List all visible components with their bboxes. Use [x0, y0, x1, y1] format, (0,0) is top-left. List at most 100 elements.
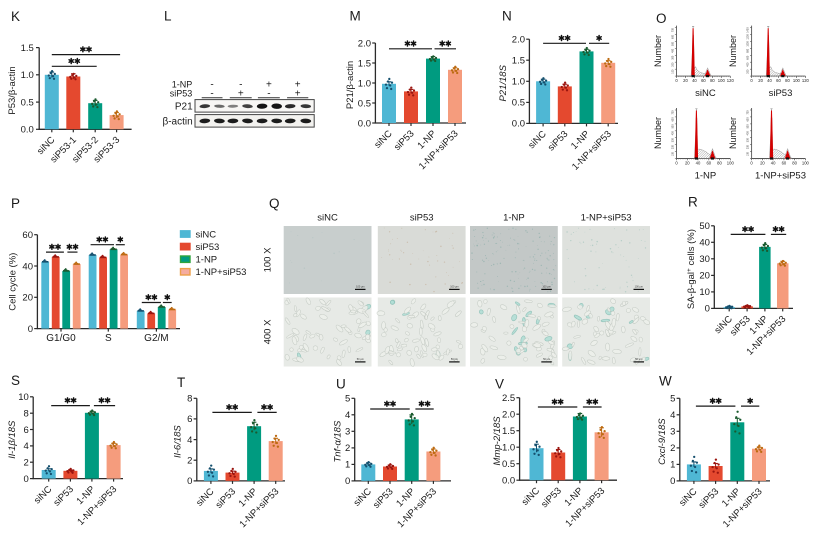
svg-text:O: O: [656, 11, 667, 26]
svg-text:P21: P21: [175, 102, 193, 113]
svg-text:Number: Number: [728, 35, 738, 67]
svg-text:10: 10: [699, 287, 710, 298]
svg-text:200: 200: [747, 69, 750, 74]
svg-text:120: 120: [727, 78, 735, 83]
svg-text:700: 700: [672, 27, 675, 32]
svg-text:200: 200: [672, 144, 675, 149]
svg-text:8: 8: [187, 394, 192, 405]
svg-text:1200: 1200: [747, 34, 750, 40]
svg-text:6: 6: [187, 414, 192, 425]
svg-text:6: 6: [24, 425, 29, 436]
svg-text:0: 0: [675, 160, 678, 165]
svg-text:T: T: [177, 375, 185, 390]
svg-text:+: +: [238, 89, 244, 100]
svg-text:500: 500: [672, 124, 675, 129]
svg-text:300: 300: [672, 138, 675, 143]
svg-text:60: 60: [22, 230, 33, 241]
svg-text:2: 2: [187, 456, 192, 467]
svg-text:100 μm: 100 μm: [542, 286, 550, 289]
svg-text:100: 100: [672, 151, 675, 156]
svg-text:100 μm: 100 μm: [635, 286, 643, 289]
svg-text:1.5: 1.5: [358, 58, 371, 69]
svg-text:1.0: 1.0: [512, 77, 525, 88]
svg-text:100: 100: [672, 69, 675, 74]
svg-text:Number: Number: [653, 35, 663, 67]
svg-text:S: S: [105, 333, 112, 344]
svg-text:50 μm: 50 μm: [451, 358, 458, 361]
svg-text:40: 40: [696, 160, 701, 165]
svg-text:Mmp-2/18S: Mmp-2/18S: [492, 416, 503, 466]
svg-text:1-NP: 1-NP: [695, 170, 717, 181]
svg-text:+: +: [295, 80, 301, 91]
svg-text:1400: 1400: [747, 27, 750, 33]
svg-text:40: 40: [699, 238, 710, 249]
svg-text:1.5: 1.5: [512, 56, 525, 67]
svg-text:0: 0: [28, 324, 33, 335]
svg-text:3: 3: [670, 427, 675, 438]
svg-text:700: 700: [672, 110, 675, 115]
svg-text:60: 60: [776, 78, 781, 83]
svg-text:5: 5: [670, 394, 675, 405]
svg-text:0: 0: [750, 78, 753, 83]
svg-text:600: 600: [672, 117, 675, 122]
svg-text:10: 10: [18, 392, 29, 403]
svg-text:N: N: [502, 9, 512, 24]
svg-text:β-actin: β-actin: [162, 117, 192, 128]
svg-text:1-NP: 1-NP: [172, 80, 193, 90]
svg-text:siP53: siP53: [410, 212, 434, 223]
svg-text:60: 60: [706, 160, 711, 165]
svg-text:Number: Number: [728, 117, 738, 149]
svg-text:300: 300: [672, 55, 675, 60]
svg-text:100 X: 100 X: [263, 247, 274, 272]
svg-text:800: 800: [747, 48, 750, 53]
svg-text:1: 1: [670, 460, 675, 471]
svg-text:40: 40: [767, 78, 772, 83]
svg-text:0.0: 0.0: [358, 118, 371, 129]
svg-text:80: 80: [717, 160, 722, 165]
svg-text:20: 20: [760, 160, 765, 165]
svg-text:60: 60: [701, 78, 706, 83]
svg-text:0.5: 0.5: [358, 98, 371, 109]
svg-text:SA-β-gal+ cells (%): SA-β-gal+ cells (%): [686, 229, 697, 309]
svg-text:Il-6/18S: Il-6/18S: [173, 425, 184, 458]
svg-text:0.0: 0.0: [21, 125, 34, 136]
svg-text:40: 40: [22, 261, 33, 272]
svg-text:100: 100: [718, 78, 726, 83]
svg-text:120: 120: [802, 78, 810, 83]
svg-text:P: P: [11, 196, 20, 211]
svg-text:200: 200: [747, 144, 750, 149]
svg-text:Il-1β/18S: Il-1β/18S: [7, 420, 18, 459]
svg-text:400: 400: [672, 131, 675, 136]
svg-text:50 μm: 50 μm: [357, 358, 364, 361]
svg-text:4: 4: [24, 441, 29, 452]
svg-text:2: 2: [345, 443, 350, 454]
svg-text:50 μm: 50 μm: [635, 358, 642, 361]
svg-text:-: -: [267, 89, 270, 100]
svg-text:-: -: [210, 89, 213, 100]
svg-text:0.5: 0.5: [21, 97, 34, 108]
svg-text:P21/18S: P21/18S: [498, 64, 509, 101]
svg-text:0: 0: [24, 474, 29, 485]
svg-text:W: W: [659, 374, 672, 389]
svg-text:40: 40: [771, 160, 776, 165]
svg-text:siNC: siNC: [317, 212, 338, 223]
svg-text:1-NP+siP53: 1-NP+siP53: [581, 212, 632, 223]
svg-text:0.0: 0.0: [512, 119, 525, 130]
svg-text:100: 100: [793, 78, 801, 83]
svg-text:400: 400: [747, 131, 750, 136]
svg-text:20: 20: [683, 78, 688, 83]
svg-text:2.5: 2.5: [502, 393, 515, 404]
svg-text:G2/M: G2/M: [144, 333, 168, 344]
svg-text:300: 300: [747, 138, 750, 143]
svg-text:2.0: 2.0: [358, 38, 371, 49]
svg-text:500: 500: [672, 41, 675, 46]
svg-text:1: 1: [345, 460, 350, 471]
svg-text:0: 0: [750, 160, 753, 165]
svg-text:1.5: 1.5: [21, 43, 34, 54]
svg-text:100: 100: [747, 151, 750, 156]
svg-text:S: S: [11, 373, 20, 388]
svg-text:0: 0: [187, 476, 192, 487]
svg-text:1-NP: 1-NP: [503, 212, 525, 223]
svg-text:1-NP+siP53: 1-NP+siP53: [755, 170, 806, 181]
svg-text:siP53: siP53: [170, 89, 193, 99]
